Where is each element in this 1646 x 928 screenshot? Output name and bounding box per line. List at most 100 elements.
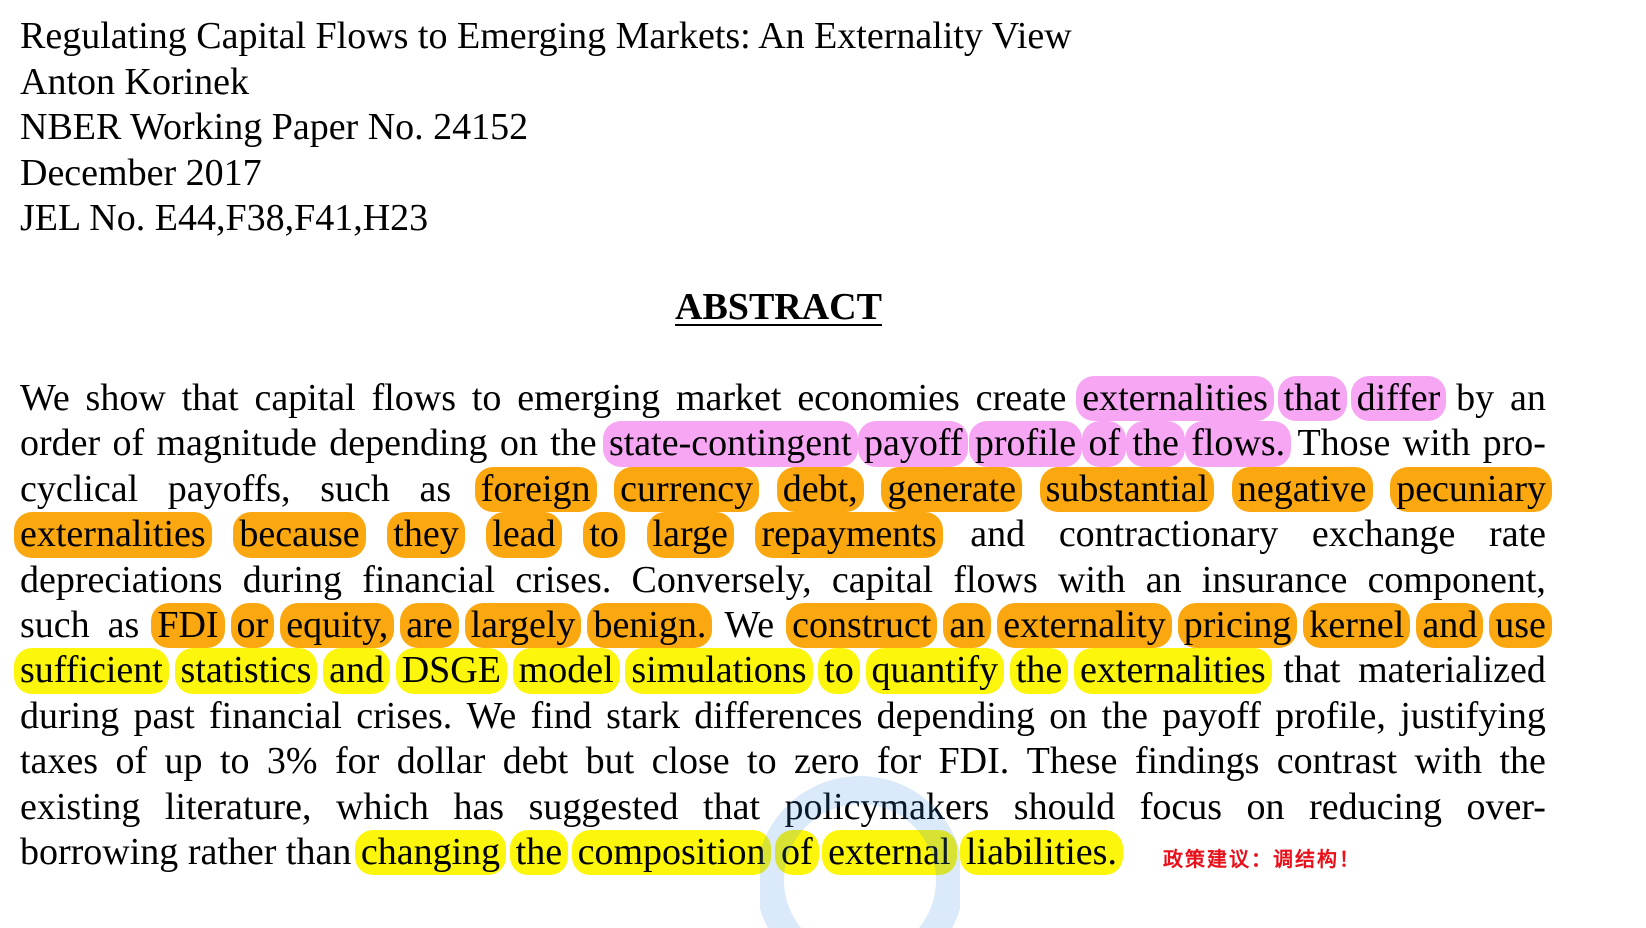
abstract-word: 3% — [266, 740, 318, 783]
highlighted-word-yellow: of — [774, 829, 819, 876]
abstract-word: justifying — [1400, 694, 1546, 737]
paper-author: Anton Korinek — [20, 60, 250, 103]
abstract-word: rather — [187, 830, 277, 873]
highlighted-word-yellow: external — [822, 829, 957, 876]
abstract-word: depending — [876, 694, 1035, 737]
abstract-word: to — [219, 740, 250, 783]
highlighted-word-pink: that — [1277, 376, 1347, 422]
abstract-word: borrowing — [20, 830, 179, 873]
abstract-word: of — [112, 422, 145, 465]
abstract-word: create — [975, 377, 1067, 419]
abstract-word: past — [133, 694, 195, 737]
abstract-word: of — [115, 740, 148, 783]
highlighted-word-orange: pecuniary — [1390, 466, 1552, 513]
abstract-word: existing — [20, 785, 141, 828]
abstract-word: capital — [254, 377, 356, 419]
abstract-word: but — [585, 740, 635, 783]
highlighted-word-yellow: to — [818, 648, 860, 694]
highlighted-word-yellow: statistics — [174, 648, 318, 694]
abstract-line: order of magnitude depending on the state-cont… — [20, 421, 1546, 467]
abstract-word: an — [1145, 558, 1182, 601]
abstract-body: We show that capital flows to emerging market ec… — [14, 376, 1552, 876]
abstract-word: such — [320, 467, 390, 510]
abstract-word: emerging — [517, 377, 661, 419]
abstract-word: policymakers — [784, 785, 990, 828]
highlighted-word-orange: foreign — [474, 466, 597, 513]
abstract-word: such — [20, 603, 90, 646]
highlighted-word-pink: externalities — [1076, 376, 1274, 422]
abstract-word: depending — [329, 422, 488, 465]
highlighted-word-yellow: simulations — [625, 648, 813, 694]
highlighted-word-orange: are — [400, 602, 459, 649]
abstract-word: We — [466, 694, 517, 737]
highlighted-word-yellow: quantify — [865, 648, 1005, 694]
highlighted-word-orange: lead — [486, 512, 562, 558]
abstract-line: cyclical payoffs, such as foreign currency deb… — [20, 466, 1552, 513]
abstract-word: order — [20, 422, 101, 465]
highlighted-word-pink: state-contingent — [602, 421, 858, 467]
abstract-word: as — [107, 603, 140, 646]
highlighted-word-yellow: the — [1009, 648, 1069, 694]
highlighted-word-orange: an — [943, 602, 992, 649]
abstract-word: differences — [694, 694, 863, 737]
abstract-word: with — [1414, 740, 1483, 783]
highlighted-word-pink: payoff — [857, 421, 969, 467]
highlighted-word-orange: pricing — [1177, 602, 1298, 649]
abstract-word: cyclical — [20, 467, 139, 510]
abstract-word: literature, — [164, 785, 312, 828]
abstract-word: suggested — [528, 785, 679, 828]
paper-series: NBER Working Paper No. 24152 — [20, 106, 529, 148]
highlighted-word-orange: because — [233, 512, 366, 558]
abstract-word: on — [1049, 694, 1088, 737]
abstract-line: existing literature, which has suggested that… — [20, 785, 1546, 830]
highlighted-word-pink: the — [1126, 421, 1185, 467]
highlighted-word-orange: currency — [614, 466, 760, 513]
abstract-word: contrast — [1276, 740, 1398, 783]
abstract-word: as — [419, 467, 452, 510]
abstract-word: the — [550, 422, 597, 465]
abstract-word: has — [453, 785, 505, 828]
highlighted-word-orange: equity, — [280, 602, 395, 649]
abstract-word: flows — [371, 377, 457, 419]
highlighted-word-orange: to — [583, 512, 625, 558]
highlighted-word-orange: use — [1489, 602, 1552, 649]
abstract-word: profile, — [1275, 694, 1386, 737]
highlighted-word-pink: profile — [968, 421, 1083, 467]
abstract-word: the — [1101, 694, 1148, 737]
abstract-word: close — [651, 740, 730, 783]
abstract-word: for — [334, 740, 380, 783]
highlighted-word-orange: and — [1416, 602, 1484, 649]
abstract-word: an — [1509, 377, 1546, 419]
highlighted-word-orange: large — [646, 512, 734, 558]
highlighted-word-yellow: and — [323, 648, 390, 694]
abstract-word: should — [1013, 785, 1116, 828]
highlighted-word-orange: externalities — [14, 512, 212, 558]
abstract-word: with — [1057, 558, 1126, 601]
abstract-word: by — [1456, 377, 1495, 419]
abstract-line: sufficient statistics and DSGE model simulati… — [14, 648, 1546, 694]
abstract-line: taxes of up to 3% for dollar debt but close to zero… — [20, 739, 1546, 784]
highlighted-word-pink: differ — [1350, 376, 1447, 422]
abstract-word: exchange — [1311, 513, 1456, 556]
abstract-word: that — [181, 377, 239, 419]
abstract-word: flows — [953, 558, 1038, 601]
abstract-word: on — [499, 422, 538, 465]
highlighted-word-orange: externality — [997, 602, 1172, 649]
abstract-word: than — [285, 830, 352, 873]
highlighted-word-orange: debt, — [776, 466, 864, 513]
abstract-word: show — [85, 377, 166, 419]
abstract-line: such as FDI or equity, are largely benign. We con… — [20, 602, 1552, 649]
abstract-word: to — [747, 740, 777, 783]
abstract-word: during — [20, 694, 120, 737]
abstract-word: debt — [502, 740, 569, 783]
highlighted-word-yellow: model — [512, 648, 620, 694]
highlighted-word-yellow: sufficient — [14, 648, 169, 694]
abstract-word: that — [1283, 649, 1341, 692]
highlighted-word-orange: construct — [786, 602, 938, 649]
highlighted-word-yellow: DSGE — [395, 648, 507, 694]
abstract-word: Those — [1297, 422, 1391, 465]
highlighted-word-orange: substantial — [1039, 466, 1215, 513]
abstract-word: materialized — [1358, 649, 1546, 692]
abstract-word: insurance — [1201, 558, 1348, 601]
